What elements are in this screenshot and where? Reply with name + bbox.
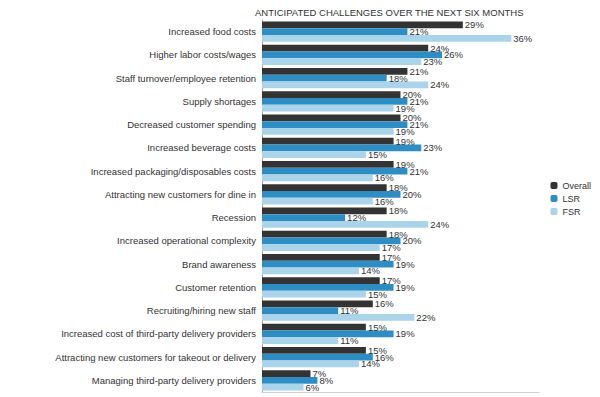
svg-text:24%: 24% <box>430 79 450 90</box>
svg-text:15%: 15% <box>368 322 388 333</box>
svg-text:21%: 21% <box>409 26 429 37</box>
svg-text:17%: 17% <box>381 251 401 263</box>
svg-text:24%: 24% <box>430 219 450 230</box>
svg-text:LSR: LSR <box>562 194 580 204</box>
svg-text:12%: 12% <box>347 212 367 223</box>
svg-text:11%: 11% <box>340 305 359 316</box>
svg-text:21%: 21% <box>409 66 429 77</box>
svg-text:17%: 17% <box>382 242 402 253</box>
svg-text:FSR: FSR <box>562 207 581 217</box>
svg-text:29%: 29% <box>465 19 485 30</box>
svg-text:21%: 21% <box>409 166 429 177</box>
svg-text:15%: 15% <box>368 289 388 300</box>
svg-text:22%: 22% <box>416 312 436 323</box>
svg-text:18%: 18% <box>389 73 409 84</box>
svg-text:8%: 8% <box>319 375 333 386</box>
svg-text:19%: 19% <box>396 126 416 137</box>
svg-text:19%: 19% <box>396 136 416 147</box>
svg-text:14%: 14% <box>361 358 381 369</box>
svg-text:20%: 20% <box>402 112 422 124</box>
svg-text:16%: 16% <box>375 172 395 183</box>
svg-text:19%: 19% <box>396 328 416 339</box>
svg-text:18%: 18% <box>389 205 409 216</box>
svg-text:15%: 15% <box>368 149 388 160</box>
svg-text:18%: 18% <box>388 182 408 194</box>
svg-text:Brand awareness: Brand awareness <box>182 259 256 270</box>
svg-text:26%: 26% <box>444 49 464 60</box>
svg-text:Attracting new customers for t: Attracting new customers for takeout or … <box>55 352 256 363</box>
svg-text:15%: 15% <box>367 344 387 356</box>
svg-text:Decreased customer spending: Decreased customer spending <box>127 119 256 130</box>
svg-text:Increased packaging/disposable: Increased packaging/disposables costs <box>91 166 257 177</box>
svg-text:20%: 20% <box>402 89 422 101</box>
svg-text:20%: 20% <box>403 235 423 246</box>
svg-text:14%: 14% <box>361 265 381 276</box>
svg-text:11%: 11% <box>340 335 359 346</box>
svg-text:19%: 19% <box>395 158 415 170</box>
svg-text:Customer retention: Customer retention <box>175 282 256 293</box>
svg-text:Increased cost of third-party: Increased cost of third-party delivery p… <box>61 328 256 339</box>
svg-text:23%: 23% <box>423 142 443 153</box>
svg-text:21%: 21% <box>409 119 429 131</box>
svg-text:19%: 19% <box>396 103 416 114</box>
svg-text:Higher labor costs/wages: Higher labor costs/wages <box>149 49 256 60</box>
svg-text:16%: 16% <box>374 351 394 363</box>
svg-text:7%: 7% <box>312 368 327 380</box>
svg-text:ANTICIPATED CHALLENGES OVER TH: ANTICIPATED CHALLENGES OVER THE NEXT SIX… <box>255 7 524 18</box>
svg-text:Staff turnover/employee retent: Staff turnover/employee retention <box>116 73 256 84</box>
svg-text:16%: 16% <box>375 196 395 207</box>
svg-text:Increased operational complexi: Increased operational complexity <box>117 235 256 246</box>
svg-text:Recruiting/hiring new staff: Recruiting/hiring new staff <box>147 305 256 316</box>
svg-text:21%: 21% <box>409 95 429 107</box>
svg-text:Increased beverage costs: Increased beverage costs <box>147 142 256 153</box>
svg-text:Increased food costs: Increased food costs <box>168 26 256 37</box>
svg-text:Supply shortages: Supply shortages <box>183 96 257 107</box>
svg-text:16%: 16% <box>375 298 395 309</box>
svg-text:Attracting new customers for d: Attracting new customers for dine in <box>105 189 256 200</box>
svg-text:Recession: Recession <box>212 212 256 223</box>
svg-text:Overall: Overall <box>562 181 591 191</box>
svg-text:19%: 19% <box>396 282 416 293</box>
svg-text:36%: 36% <box>513 33 533 44</box>
svg-text:18%: 18% <box>388 228 408 240</box>
svg-text:Managing third-party delivery: Managing third-party delivery providers <box>92 375 256 386</box>
svg-text:20%: 20% <box>403 189 423 200</box>
svg-text:23%: 23% <box>423 56 443 67</box>
svg-text:6%: 6% <box>306 382 320 393</box>
svg-text:19%: 19% <box>396 259 416 270</box>
svg-text:24%: 24% <box>430 42 450 54</box>
svg-text:17%: 17% <box>381 275 401 287</box>
